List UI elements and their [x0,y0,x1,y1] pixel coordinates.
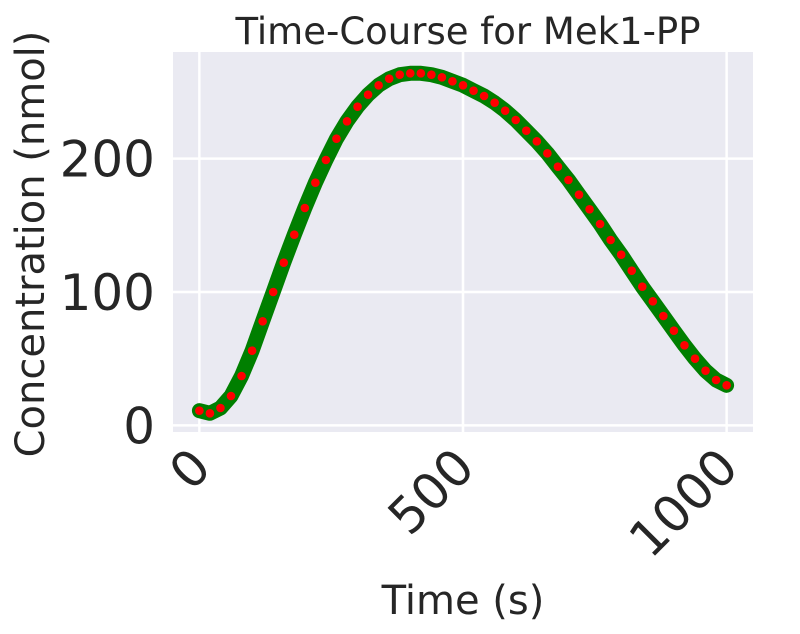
series-marker [405,69,415,78]
series-marker [585,205,594,214]
series-marker [205,409,215,418]
series-marker [722,381,731,390]
series-marker [332,134,341,143]
series-marker [595,219,605,229]
series-markers-layer [195,69,731,418]
series-marker [374,81,383,90]
series-marker [268,287,278,297]
series-marker [258,317,267,326]
chart-title: Time-Course for Mek1-PP [234,10,700,53]
series-marker [311,178,320,187]
series-marker [616,250,626,259]
series-marker [321,155,331,165]
series-marker [363,90,373,99]
series-marker [437,73,447,82]
series-marker [701,366,710,375]
x-tick-label: 1000 [618,437,749,568]
y-tick-label: 200 [60,131,155,189]
series-marker [627,266,637,275]
series-marker [606,235,615,245]
series-marker [342,117,352,126]
y-axis-label: Concentration (nmol) [8,31,54,458]
series-marker [574,190,584,199]
series-marker [648,297,658,306]
series-marker [479,91,489,101]
series-marker [300,203,310,213]
y-tick-label: 0 [123,397,155,455]
series-marker [427,70,436,79]
series-marker [532,137,542,146]
series-marker [247,346,257,355]
grid-lines [173,52,753,432]
series-marker [237,371,246,381]
series-marker [690,354,700,363]
series-marker [680,341,689,350]
series-marker [279,258,289,267]
series-marker [637,282,647,291]
series-marker [553,162,563,171]
x-tick-label: 500 [377,437,485,545]
series-marker [500,106,510,115]
x-axis-label: Time (s) [381,578,545,624]
series-marker [490,98,499,107]
x-tick-label: 0 [158,437,222,501]
series-marker [395,70,405,79]
series-marker [216,403,225,413]
series-marker [469,86,478,95]
series-marker [353,102,362,111]
series-marker [564,175,573,185]
series-marker [711,375,721,385]
series-marker [521,126,531,135]
series-marker [511,115,521,125]
series-marker [384,74,394,83]
series-marker [289,230,299,239]
series-marker [416,69,426,78]
series-marker [543,149,552,158]
series-marker [195,406,204,415]
series-marker [659,311,668,321]
series-marker [448,77,457,86]
series-marker [669,326,679,335]
y-tick-label: 100 [60,264,155,322]
series-marker [458,81,468,90]
series-marker [226,391,236,401]
